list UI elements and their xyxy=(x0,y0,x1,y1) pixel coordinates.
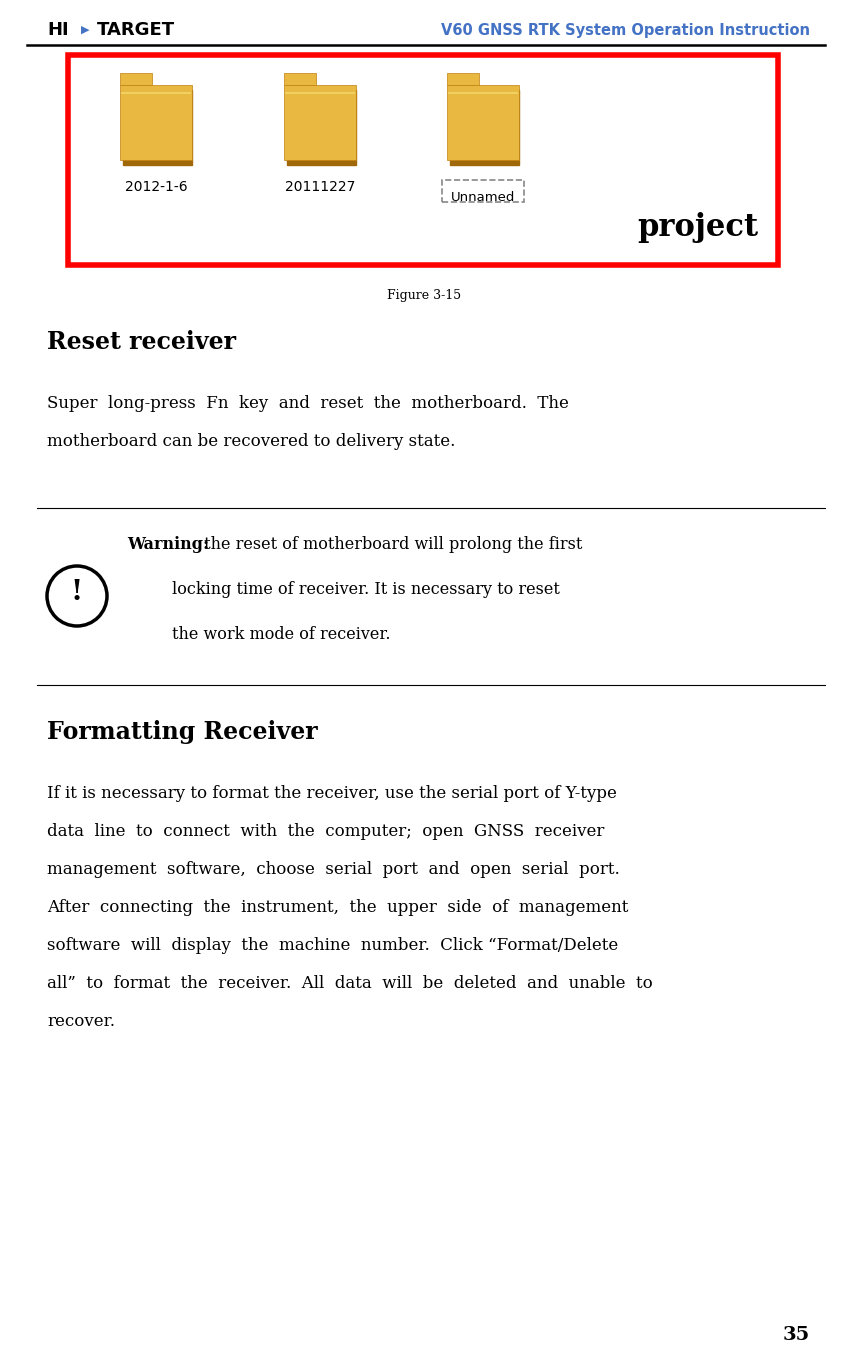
Bar xyxy=(447,72,479,85)
Text: 2012-1-6: 2012-1-6 xyxy=(125,180,188,194)
Text: Unnamed: Unnamed xyxy=(451,191,515,203)
Text: After  connecting  the  instrument,  the  upper  side  of  management: After connecting the instrument, the upp… xyxy=(47,900,628,916)
Text: software  will  display  the  machine  number.  Click “Format/Delete: software will display the machine number… xyxy=(47,936,618,954)
Bar xyxy=(284,72,316,85)
Text: Super  long-press  Fn  key  and  reset  the  motherboard.  The: Super long-press Fn key and reset the mo… xyxy=(47,394,569,412)
Text: locking time of receiver. It is necessary to reset: locking time of receiver. It is necessar… xyxy=(172,581,559,598)
Bar xyxy=(123,90,192,165)
Text: project: project xyxy=(637,212,758,243)
Text: Reset receiver: Reset receiver xyxy=(47,330,236,354)
Bar xyxy=(120,85,192,160)
Bar xyxy=(68,55,778,265)
Bar xyxy=(450,90,519,165)
Bar xyxy=(284,85,356,160)
Text: 20111227: 20111227 xyxy=(284,180,355,194)
Text: all”  to  format  the  receiver.  All  data  will  be  deleted  and  unable  to: all” to format the receiver. All data wi… xyxy=(47,975,653,992)
Text: Formatting Receiver: Formatting Receiver xyxy=(47,719,318,744)
Text: V60 GNSS RTK System Operation Instruction: V60 GNSS RTK System Operation Instructio… xyxy=(441,22,810,37)
Text: ▶: ▶ xyxy=(81,25,89,35)
Text: motherboard can be recovered to delivery state.: motherboard can be recovered to delivery… xyxy=(47,433,455,450)
Text: !: ! xyxy=(71,580,83,606)
Text: 35: 35 xyxy=(783,1325,810,1345)
Text: HI: HI xyxy=(47,20,69,40)
Text: recover.: recover. xyxy=(47,1013,115,1031)
Text: data  line  to  connect  with  the  computer;  open  GNSS  receiver: data line to connect with the computer; … xyxy=(47,823,604,839)
Bar xyxy=(447,85,519,160)
Text: the work mode of receiver.: the work mode of receiver. xyxy=(172,627,391,643)
Circle shape xyxy=(47,566,107,627)
Text: TARGET: TARGET xyxy=(97,20,175,40)
Text: management  software,  choose  serial  port  and  open  serial  port.: management software, choose serial port … xyxy=(47,861,620,878)
Text: Warning:: Warning: xyxy=(127,536,209,553)
Bar xyxy=(120,72,152,85)
Bar xyxy=(442,180,524,202)
Text: the reset of motherboard will prolong the first: the reset of motherboard will prolong th… xyxy=(199,536,582,553)
Bar xyxy=(287,90,356,165)
Text: If it is necessary to format the receiver, use the serial port of Y-type: If it is necessary to format the receive… xyxy=(47,785,617,803)
Text: Figure 3-15: Figure 3-15 xyxy=(387,288,462,302)
